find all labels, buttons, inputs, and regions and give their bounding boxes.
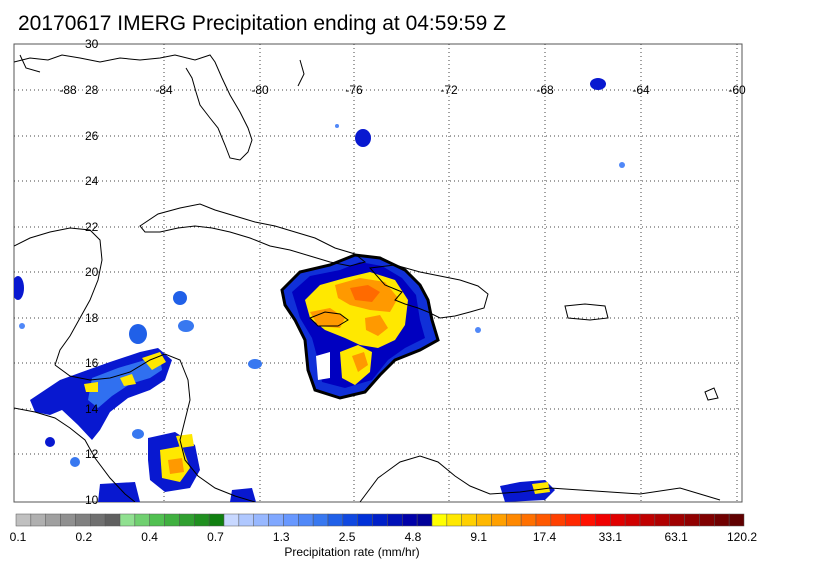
colorbar-tick-label: 0.1 [10,530,27,544]
colorbar-tick-label: 0.4 [141,530,158,544]
colorbar-tick-label: 1.3 [273,530,290,544]
lon-tick-label: -80 [251,83,269,97]
colorbar-box [491,513,507,527]
lat-tick-label: 30 [85,37,99,51]
colorbar-box [104,513,121,527]
lon-tick-label: -60 [728,83,746,97]
axis-labels: -88 -84 -80 -76 -72 -68 -64 -60 30 28 26 24 22 20 18 16… [59,37,746,507]
colorbar-box [194,513,210,527]
colorbar-box [446,513,462,527]
colorbar-box [461,513,477,527]
lat-tick-label: 12 [85,447,99,461]
colorbar-box [506,513,522,527]
lat-tick-label: 20 [85,265,99,279]
colorbar-box [595,513,611,527]
colorbar-box [15,513,32,527]
colorbar-box [580,513,596,527]
colorbar-tick-label: 0.7 [207,530,224,544]
colorbar-box [312,513,329,527]
colorbar-box [90,513,106,527]
lat-tick-label: 24 [85,174,99,188]
lon-tick-label: -68 [536,83,554,97]
map-title: 20170617 IMERG Precipitation ending at 0… [18,12,506,35]
colorbar-tick-label: 2.5 [339,530,356,544]
lon-tick-label: -72 [440,83,458,97]
colorbar-box [654,513,670,527]
colorbar-box [520,513,537,527]
lat-tick-label: 26 [85,129,99,143]
colorbar-box [714,513,730,527]
colorbar-box [60,513,76,527]
colorbar-tick-label: 33.1 [599,530,623,544]
colorbar-box [550,513,566,527]
colorbar-tick-labels: 0.1 0.2 0.4 0.7 1.3 2.5 4.8 9.1 17.4 33.1 63.1 120.… [10,530,758,544]
colorbar-box [342,513,358,527]
colorbar-box [565,513,581,527]
colorbar-tick-label: 9.1 [470,530,487,544]
colorbar-box [75,513,91,527]
colorbar-box [223,513,240,527]
colorbar-box [327,513,344,527]
colorbar-box [45,513,61,527]
colorbar-box [208,513,225,527]
colorbar-box [728,513,745,527]
lat-tick-label: 22 [85,220,99,234]
colorbar-box [402,513,418,527]
colorbar-box [431,513,448,527]
colorbar-box [387,513,403,527]
lon-tick-label: -64 [632,83,650,97]
colorbar-box [238,513,254,527]
colorbar-box [298,513,314,527]
colorbar-tick-label: 120.2 [727,530,757,544]
colorbar-box [372,513,388,527]
colorbar-box [535,513,552,527]
colorbar-boxes [15,513,745,527]
lon-tick-label: -88 [59,83,77,97]
lat-tick-label: 14 [85,402,99,416]
lat-tick-label: 28 [85,83,99,97]
colorbar-box [669,513,685,527]
coastlines [14,54,721,502]
colorbar-box [134,513,150,527]
colorbar-tick-label: 4.8 [405,530,422,544]
colorbar-box [283,513,299,527]
colorbar-box [684,513,700,527]
colorbar-box [416,513,433,527]
lat-tick-label: 18 [85,311,99,325]
colorbar-box [179,513,195,527]
colorbar-tick-label: 0.2 [75,530,92,544]
lat-tick-label: 16 [85,356,99,370]
colorbar-box [624,513,641,527]
lat-tick-label: 10 [85,493,99,507]
colorbar-box [610,513,626,527]
colorbar-box [253,513,269,527]
colorbar-box [476,513,492,527]
colorbar-box [119,513,136,527]
colorbar-box [639,513,656,527]
colorbar-tick-label: 63.1 [665,530,689,544]
colorbar-label: Precipitation rate (mm/hr) [284,545,419,559]
colorbar-tick-label: 17.4 [533,530,557,544]
lon-tick-label: -84 [155,83,173,97]
colorbar-box [357,513,373,527]
colorbar-box [30,513,46,527]
colorbar-box [699,513,715,527]
lon-tick-label: -76 [345,83,363,97]
colorbar-box [164,513,180,527]
colorbar-box [268,513,284,527]
colorbar-box [149,513,165,527]
